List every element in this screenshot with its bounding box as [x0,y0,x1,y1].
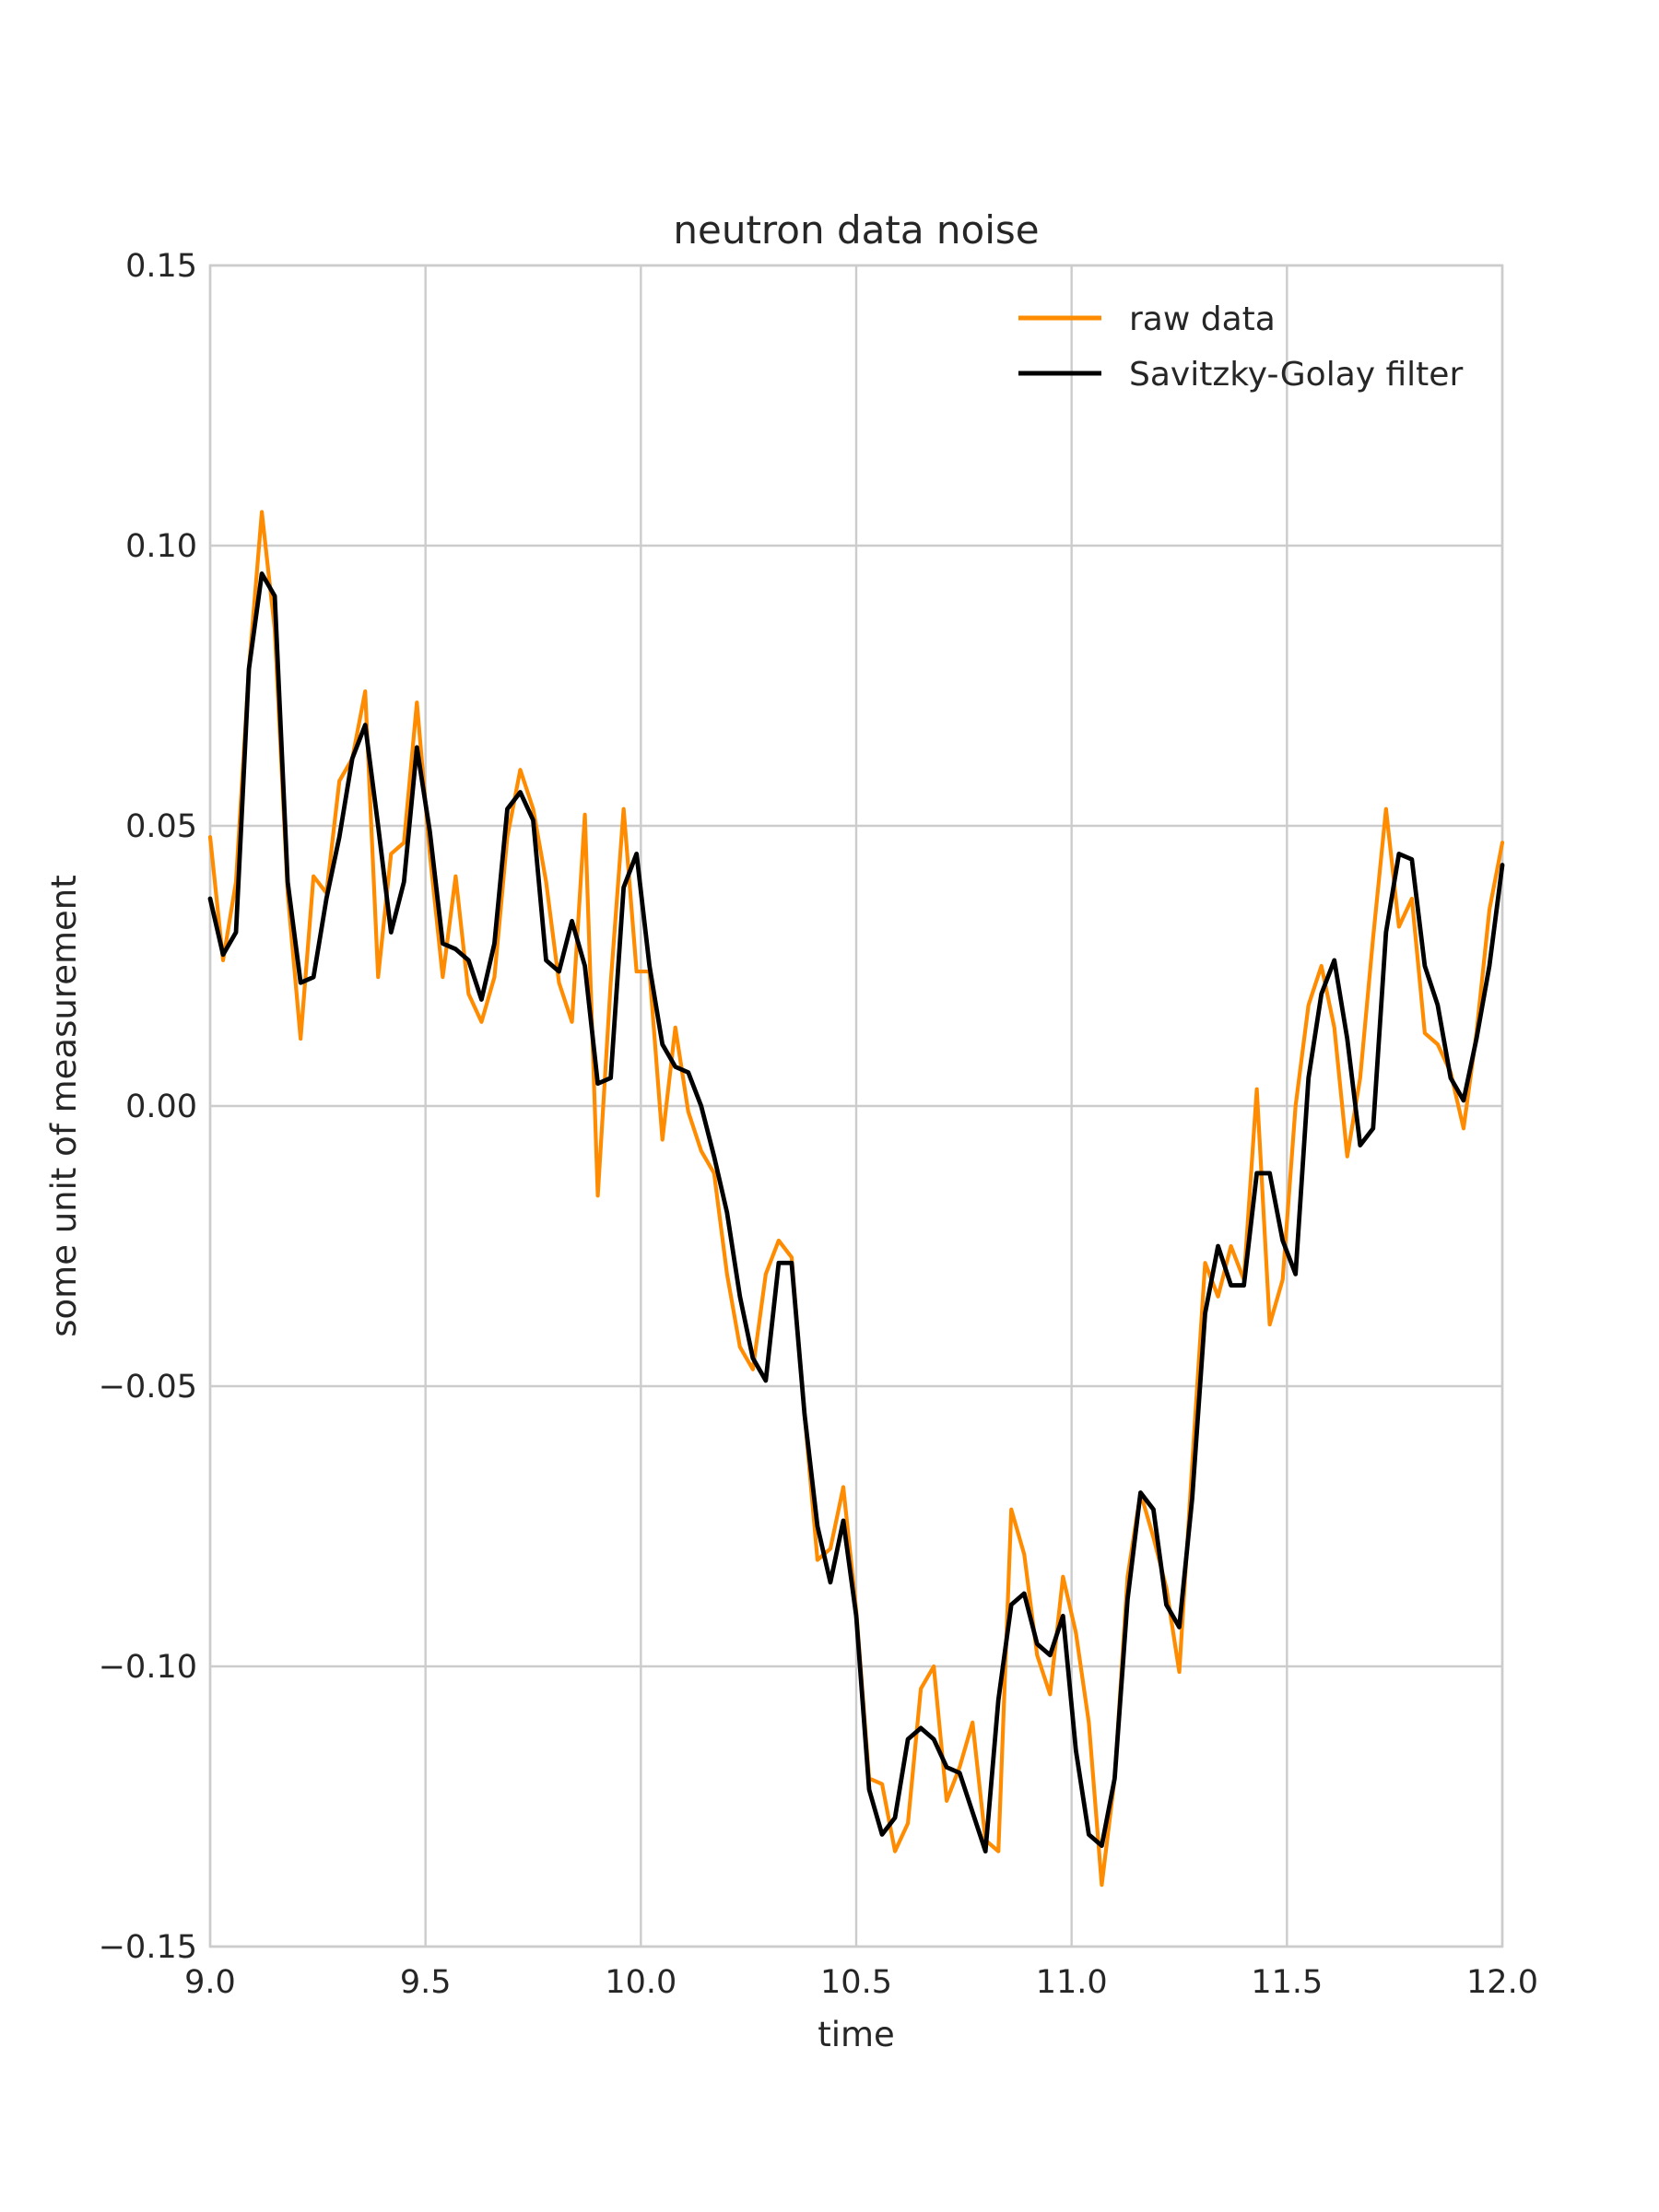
chart-title: neutron data noise [673,207,1039,253]
y-tick-label: −0.05 [99,1369,197,1406]
y-tick-label: 0.15 [125,248,197,285]
legend: raw data Savitzky-Golay filter [1018,300,1463,394]
x-axis-label: time [818,2015,895,2054]
x-tick-label: 10.0 [605,1964,677,2001]
plot-frame [208,264,1504,1948]
series-line-savitzky-golay [207,571,1505,1854]
x-tick-label: 9.5 [400,1964,452,2001]
x-tick-label: 11.0 [1036,1964,1108,2001]
x-tick-label: 11.5 [1251,1964,1323,2001]
legend-label: Savitzky-Golay filter [1129,356,1463,394]
y-tick-labels: −0.15 −0.10 −0.05 0.00 0.05 0.10 0.15 [99,248,197,1966]
series-layer [207,510,1505,1888]
legend-label: raw data [1129,300,1276,338]
x-tick-labels: 9.0 9.5 10.0 10.5 11.0 11.5 12.0 [184,1964,1538,2001]
y-axis-label: some unit of measurement [44,875,84,1337]
y-tick-label: 0.00 [125,1088,197,1125]
y-tick-label: −0.10 [99,1649,197,1686]
x-tick-label: 10.5 [820,1964,892,2001]
y-tick-label: 0.05 [125,808,197,845]
y-tick-label: 0.10 [125,528,197,565]
y-tick-label: −0.15 [99,1929,197,1966]
x-tick-label: 12.0 [1466,1964,1538,2001]
x-tick-label: 9.0 [184,1964,236,2001]
